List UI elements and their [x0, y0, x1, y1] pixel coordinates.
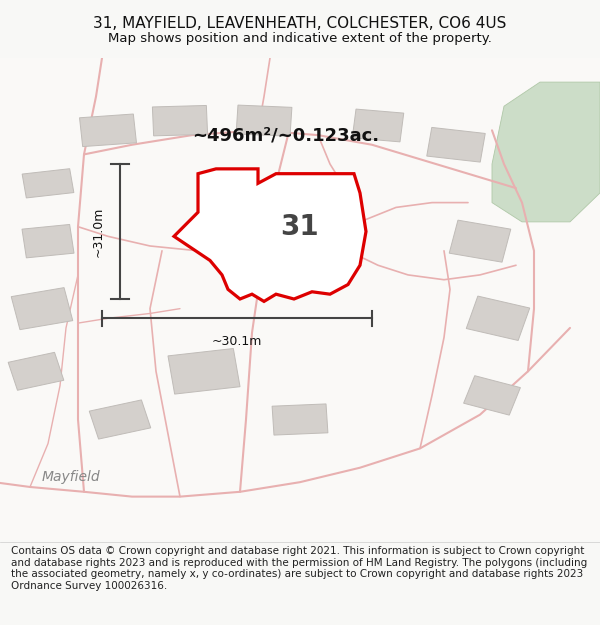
Text: ~30.1m: ~30.1m [212, 335, 262, 348]
Text: 31: 31 [281, 213, 319, 241]
Polygon shape [8, 352, 64, 390]
Polygon shape [152, 106, 208, 136]
Polygon shape [272, 404, 328, 435]
Polygon shape [22, 169, 74, 198]
Text: Map shows position and indicative extent of the property.: Map shows position and indicative extent… [108, 32, 492, 45]
Text: ~31.0m: ~31.0m [92, 206, 105, 257]
Text: Mayfield: Mayfield [42, 471, 101, 484]
Polygon shape [174, 169, 366, 301]
Polygon shape [352, 109, 404, 142]
Polygon shape [253, 232, 311, 269]
Text: 31, MAYFIELD, LEAVENHEATH, COLCHESTER, CO6 4US: 31, MAYFIELD, LEAVENHEATH, COLCHESTER, C… [94, 16, 506, 31]
Text: ~496m²/~0.123ac.: ~496m²/~0.123ac. [192, 126, 379, 144]
Polygon shape [168, 349, 240, 394]
Text: Contains OS data © Crown copyright and database right 2021. This information is : Contains OS data © Crown copyright and d… [11, 546, 587, 591]
Polygon shape [427, 127, 485, 162]
Polygon shape [466, 296, 530, 341]
Polygon shape [11, 288, 73, 329]
Polygon shape [236, 105, 292, 136]
Polygon shape [22, 224, 74, 258]
Polygon shape [449, 220, 511, 262]
Polygon shape [464, 376, 520, 415]
Polygon shape [89, 400, 151, 439]
Polygon shape [80, 114, 136, 147]
Polygon shape [492, 82, 600, 222]
